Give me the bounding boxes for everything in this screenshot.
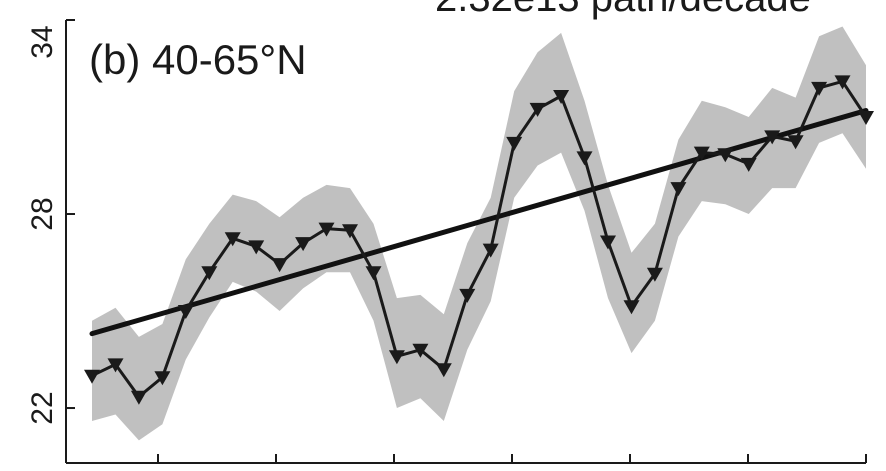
data-markers (84, 75, 874, 405)
data-point (412, 343, 429, 358)
series-line (91, 79, 868, 399)
data-point (834, 75, 851, 90)
data-point (717, 148, 734, 163)
data-point (107, 358, 124, 373)
y-tick-label: 28 (26, 197, 59, 230)
data-point (646, 267, 663, 282)
uncertainty-band (92, 26, 866, 441)
panel-label: (b) 40-65°N (89, 36, 307, 83)
y-tick-label: 22 (26, 391, 59, 424)
data-point (177, 305, 194, 319)
plot-area (84, 26, 874, 441)
data-point (811, 81, 828, 96)
data-point (201, 266, 218, 281)
data-point (459, 288, 476, 303)
data-point (858, 111, 874, 125)
data-point (365, 266, 382, 281)
data-point (600, 235, 616, 250)
y-tick-label: 34 (26, 25, 59, 58)
data-point (224, 232, 241, 247)
data-point (295, 237, 312, 252)
data-point (529, 102, 546, 117)
data-point (553, 90, 570, 104)
data-point (576, 151, 593, 166)
data-point (84, 369, 100, 384)
data-point (740, 157, 757, 172)
data-point (670, 182, 687, 197)
y-ticks: 22 28 34 (26, 19, 75, 425)
data-point (787, 135, 804, 150)
trend-rate-text: 2.32e13 path/decade (435, 0, 811, 20)
data-point (318, 222, 335, 237)
data-point (248, 240, 265, 255)
data-point (271, 258, 288, 273)
data-point (154, 371, 171, 386)
data-point (388, 350, 405, 365)
data-point (506, 136, 523, 151)
axes: 22 28 34 (26, 19, 867, 464)
data-point (482, 243, 499, 258)
data-point (342, 224, 358, 239)
data-point (623, 300, 640, 315)
trend-line (89, 108, 869, 337)
data-point (693, 146, 710, 161)
data-point (764, 130, 781, 145)
x-ticks (157, 454, 867, 463)
data-point (130, 390, 147, 405)
data-point (435, 363, 452, 378)
